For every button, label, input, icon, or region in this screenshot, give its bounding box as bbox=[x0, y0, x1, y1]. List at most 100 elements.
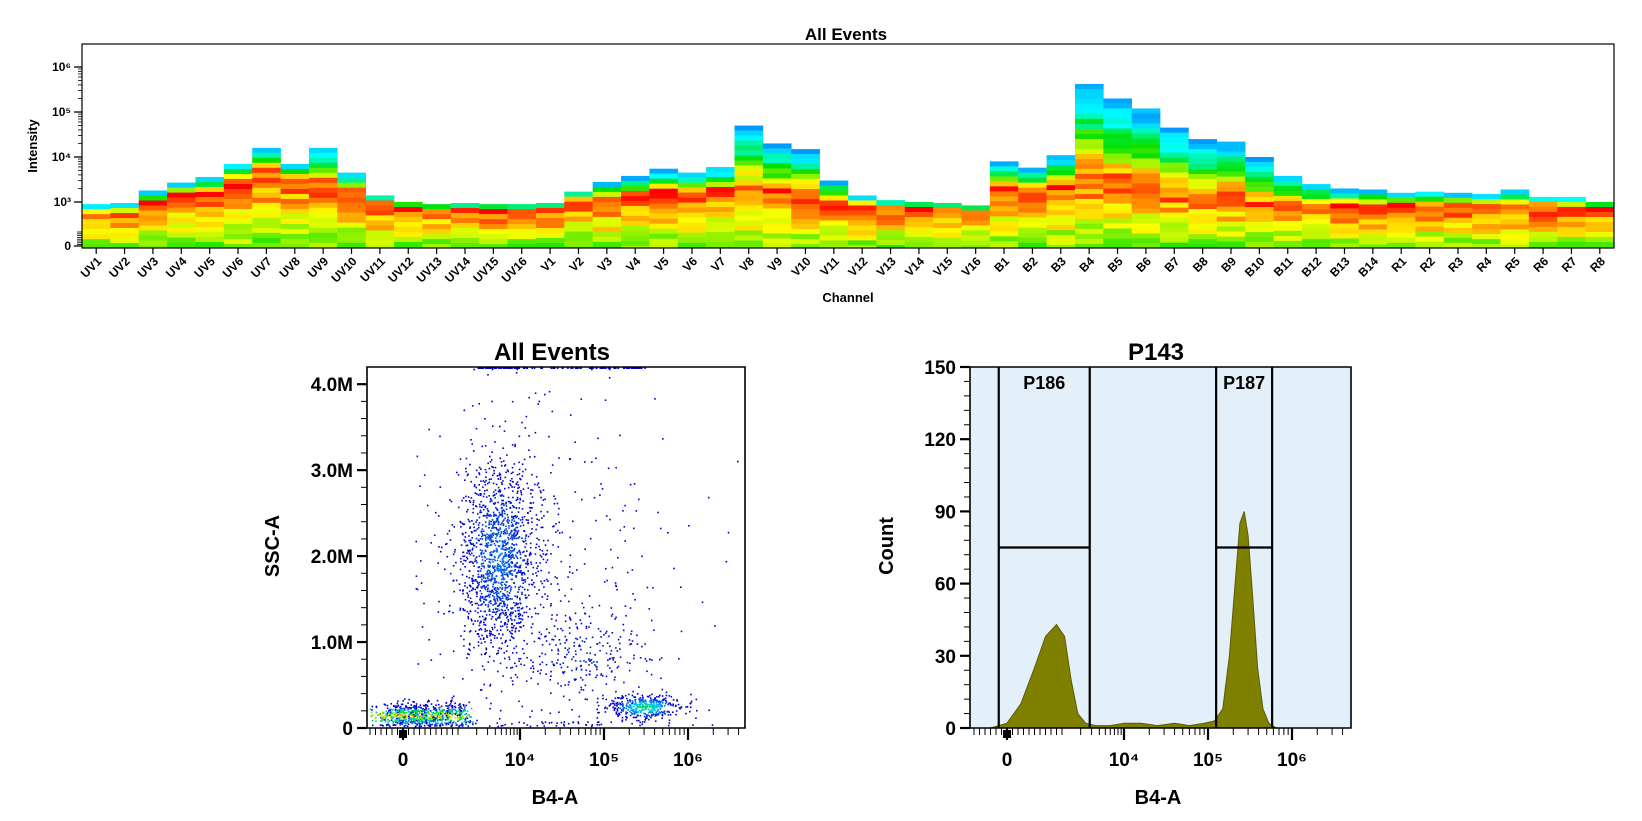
dotplot-point bbox=[503, 549, 505, 551]
spectrum-cell bbox=[735, 146, 764, 151]
spectrum-cell bbox=[1415, 202, 1444, 207]
dotplot-point bbox=[464, 721, 466, 723]
dotplot-point bbox=[631, 703, 633, 705]
dotplot-point bbox=[640, 697, 642, 699]
dotplot-point bbox=[513, 535, 515, 537]
dotplot-point bbox=[540, 555, 542, 557]
dotplot-point bbox=[542, 583, 544, 585]
spectrum-cell bbox=[848, 210, 877, 215]
dotplot-point bbox=[581, 623, 583, 625]
dotplot-point bbox=[505, 554, 507, 556]
dotplot-point bbox=[492, 574, 494, 576]
dotplot-point bbox=[626, 698, 628, 700]
dotplot-point bbox=[557, 503, 559, 505]
dotplot-point bbox=[617, 650, 619, 652]
dotplot-point bbox=[428, 720, 430, 722]
spectrum-cell bbox=[337, 228, 366, 233]
spectrum-x-tick-label: R5 bbox=[1502, 254, 1523, 275]
dotplot-point bbox=[476, 546, 478, 548]
dotplot-point bbox=[627, 712, 629, 714]
dotplot-point bbox=[395, 716, 397, 718]
gate-label: P186 bbox=[1023, 373, 1065, 393]
dotplot-point bbox=[559, 532, 561, 534]
dotplot-point bbox=[575, 650, 577, 652]
dotplot-point bbox=[507, 537, 509, 539]
spectrum-cell bbox=[1132, 188, 1161, 193]
dotplot-point bbox=[450, 539, 452, 541]
dotplot-point bbox=[509, 507, 511, 509]
dotplot-point bbox=[583, 607, 585, 609]
spectrum-cell bbox=[1529, 207, 1558, 212]
dotplot-point bbox=[528, 487, 530, 489]
spectrum-cell bbox=[1047, 175, 1076, 180]
dotplot-point bbox=[522, 648, 524, 650]
dotplot-point bbox=[514, 446, 516, 448]
dotplot-point bbox=[447, 556, 449, 558]
dotplot-point bbox=[517, 603, 519, 605]
dotplot-point bbox=[618, 697, 620, 699]
spectrum-cell bbox=[224, 179, 253, 184]
dotplot-point bbox=[525, 540, 527, 542]
dotplot-point bbox=[478, 484, 480, 486]
dotplot-point bbox=[626, 708, 628, 710]
dotplot-point bbox=[589, 616, 591, 618]
spectrum-cell bbox=[479, 214, 508, 219]
dotplot-point bbox=[537, 403, 539, 405]
dotplot-point bbox=[518, 523, 520, 525]
dotplot-point bbox=[480, 576, 482, 578]
dotplot-point bbox=[518, 622, 520, 624]
spectrum-cell bbox=[139, 241, 168, 246]
dotplot-point bbox=[484, 493, 486, 495]
dotplot-point bbox=[485, 545, 487, 547]
dotplot-point bbox=[516, 597, 518, 599]
dotplot-point bbox=[547, 580, 549, 582]
dotplot-point bbox=[564, 642, 566, 644]
dotplot-point bbox=[512, 556, 514, 558]
dotplot-point bbox=[511, 517, 513, 519]
spectrum-cell bbox=[1501, 229, 1530, 234]
dotplot-point bbox=[480, 495, 482, 497]
dotplot-point bbox=[547, 559, 549, 561]
dotplot-point bbox=[378, 713, 380, 715]
dotplot-point bbox=[606, 683, 608, 685]
dotplot-point bbox=[596, 709, 598, 711]
dotplot-point bbox=[497, 509, 499, 511]
spectrum-x-tick-label: UV1 bbox=[78, 254, 105, 281]
spectrum-cell bbox=[110, 213, 139, 218]
dotplot-point bbox=[454, 551, 456, 553]
dotplot-point bbox=[575, 660, 577, 662]
spectrum-cell bbox=[564, 237, 593, 242]
dotplot-point bbox=[421, 722, 423, 724]
spectrum-cell bbox=[1217, 142, 1246, 147]
dotplot-point bbox=[516, 623, 518, 625]
dotplot-point bbox=[468, 600, 470, 602]
dotplot-point bbox=[623, 682, 625, 684]
dotplot-point bbox=[645, 658, 647, 660]
spectrum-bar-v3 bbox=[593, 182, 622, 248]
spectrum-x-tick-label: UV5 bbox=[191, 254, 218, 281]
dotplot-point bbox=[496, 548, 498, 550]
dotplot-point bbox=[506, 530, 508, 532]
dotplot-point bbox=[480, 510, 482, 512]
dotplot-point bbox=[465, 560, 467, 562]
dotplot-point bbox=[482, 665, 484, 667]
dotplot-point bbox=[522, 587, 524, 589]
dotplot-point bbox=[520, 499, 522, 501]
spectrum-cell bbox=[961, 235, 990, 240]
spectrum-cell bbox=[593, 227, 622, 232]
dotplot-point bbox=[493, 523, 495, 525]
spectrum-cell bbox=[252, 158, 281, 163]
dotplot-point bbox=[614, 618, 616, 620]
dotplot-point bbox=[489, 522, 491, 524]
spectrum-cell bbox=[366, 240, 395, 245]
dotplot-point bbox=[471, 520, 473, 522]
dotplot-point bbox=[472, 504, 474, 506]
spectrum-bar-v7 bbox=[706, 167, 735, 248]
spectrum-cell bbox=[593, 202, 622, 207]
dotplot-point bbox=[454, 717, 456, 719]
dotplot-point bbox=[510, 502, 512, 504]
spectrum-cell bbox=[791, 199, 820, 204]
dotplot-point bbox=[619, 714, 621, 716]
dotplot-point bbox=[476, 603, 478, 605]
